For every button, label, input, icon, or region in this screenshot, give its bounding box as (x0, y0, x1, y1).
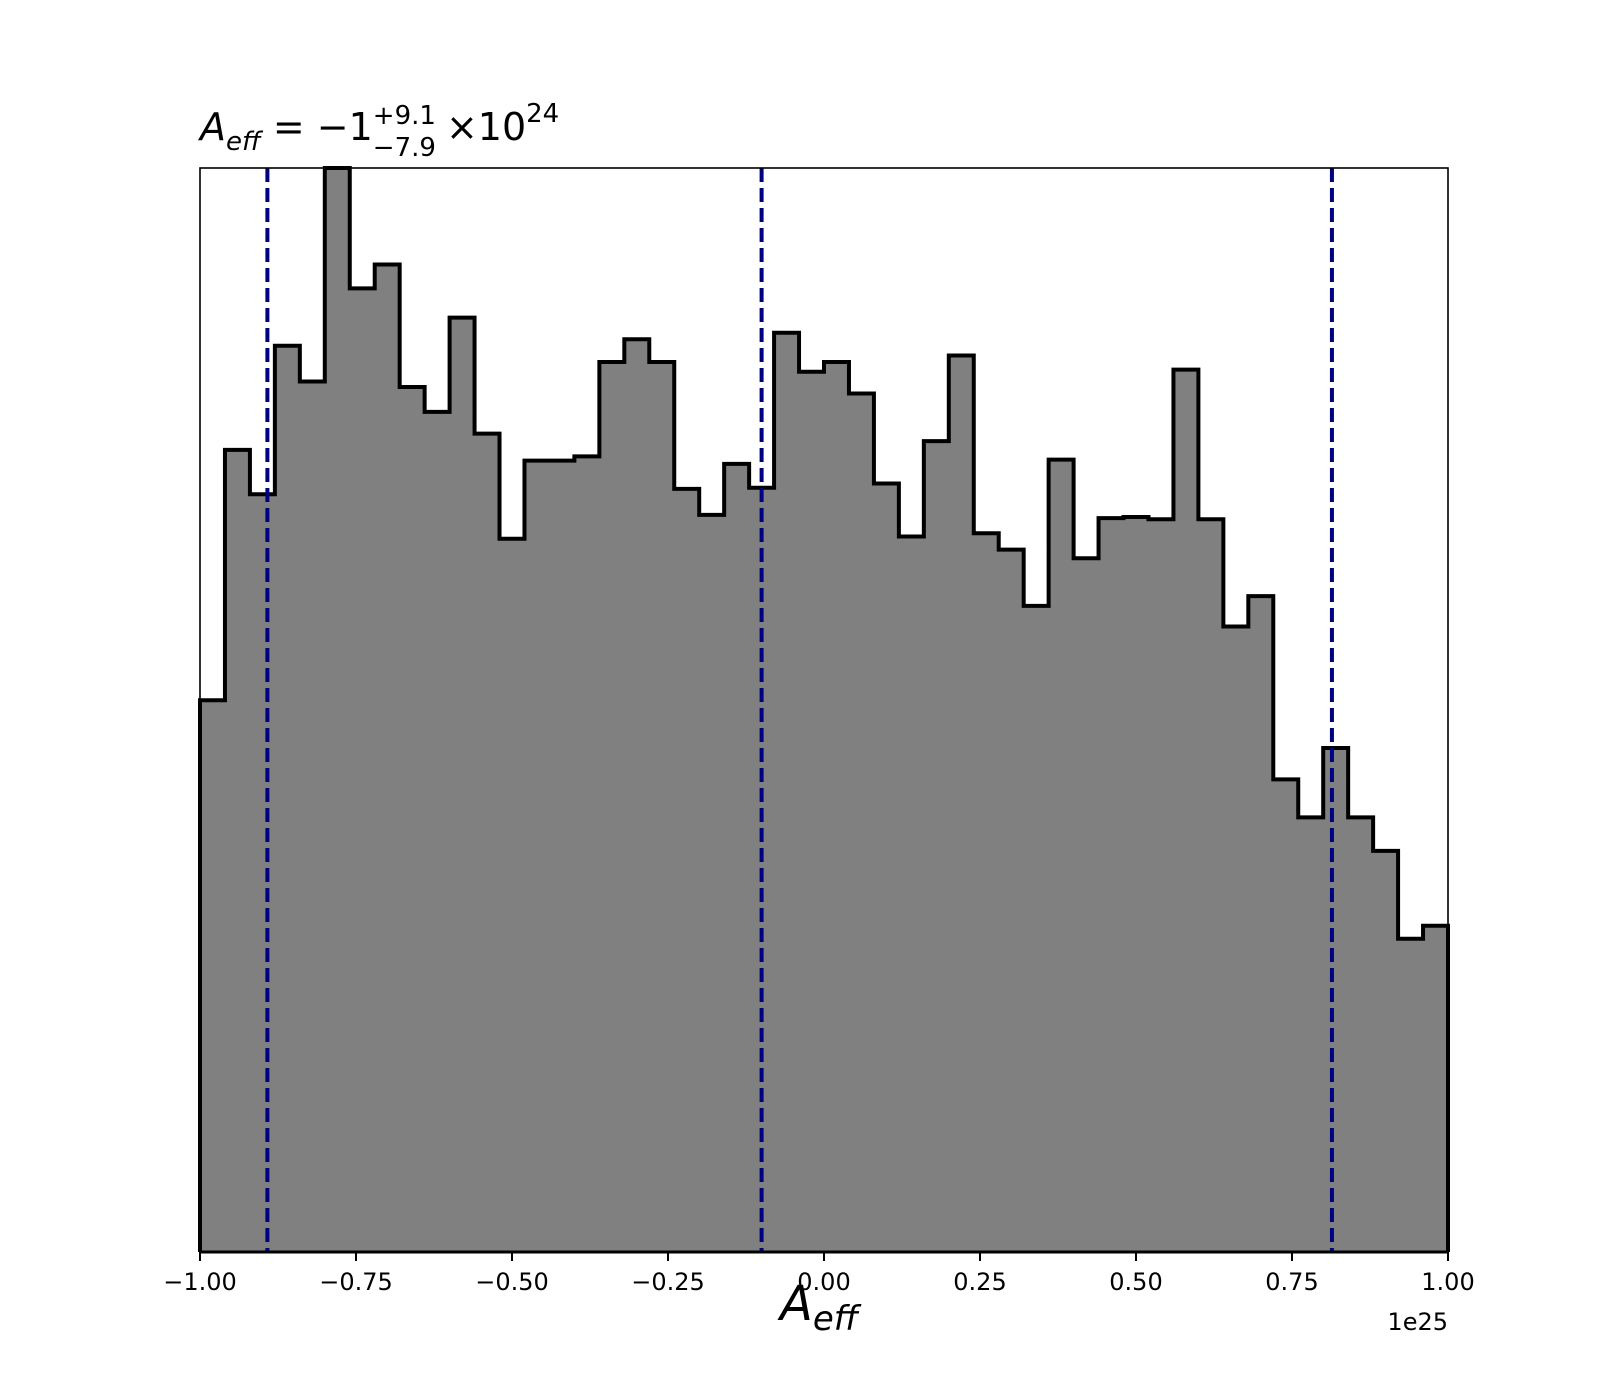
histogram-bar (324, 168, 351, 1252)
x-tick-label: 0.75 (1265, 1268, 1318, 1296)
x-tick-label: 0.50 (1109, 1268, 1162, 1296)
x-tick-label: −0.50 (475, 1268, 549, 1296)
x-tick-label: −0.25 (631, 1268, 705, 1296)
x-tick-label: −0.75 (319, 1268, 393, 1296)
histogram-bar (349, 288, 376, 1253)
chart-title: Aeff = −1+9.1 −7.9 ×1024 (197, 99, 559, 163)
histogram-bar (449, 317, 476, 1252)
histogram-bar (948, 355, 975, 1253)
histogram-bar (624, 339, 650, 1253)
histogram-bar (724, 463, 750, 1252)
x-axis-label: Aeff (777, 1276, 862, 1339)
histogram-bar (1198, 519, 1224, 1252)
histogram-bar (1073, 558, 1100, 1252)
histogram-bar (574, 456, 600, 1252)
x-tick-label: 0.25 (953, 1268, 1006, 1296)
histogram-bar (399, 386, 426, 1252)
histogram-bar (898, 536, 925, 1252)
x-tick-label: −1.00 (163, 1268, 237, 1296)
histogram-outline (198, 166, 1450, 1252)
x-tick-label: 1.00 (1421, 1268, 1474, 1296)
histogram-bar (1323, 747, 1349, 1252)
histogram-bar (1273, 779, 1299, 1252)
histogram-bar (774, 332, 800, 1252)
histogram-bar (923, 441, 950, 1253)
histogram-bar (649, 362, 675, 1252)
histogram-bar (599, 362, 625, 1252)
histogram-bar (274, 345, 301, 1252)
histogram-bar (249, 494, 276, 1252)
x-axis-offset-label: 1e25 (1387, 1308, 1448, 1336)
histogram-bar (1148, 519, 1175, 1252)
histogram-bar (674, 488, 700, 1252)
histogram-bar (299, 381, 326, 1253)
histogram-bar (973, 533, 1000, 1252)
histogram-bar (848, 393, 875, 1252)
x-axis-ticks: −1.00 −0.75 −0.50 −0.25 0.00 0.25 0.50 0.75 1.00 (163, 1252, 1475, 1296)
histogram-bar (1123, 517, 1150, 1252)
histogram-bar (1373, 850, 1399, 1252)
histogram-bar (998, 549, 1025, 1252)
histogram-bar (1298, 817, 1324, 1252)
x-tick-label: 0.00 (797, 1268, 850, 1296)
histogram-bar (499, 538, 526, 1252)
histogram-bar (799, 371, 825, 1252)
histogram-bars (200, 168, 1449, 1253)
histogram-bar (1348, 817, 1374, 1252)
histogram-bar (200, 700, 226, 1252)
histogram-bar (374, 264, 401, 1252)
histogram-bar (1398, 938, 1424, 1252)
histogram-bar (524, 460, 551, 1252)
histogram-bar (1423, 925, 1449, 1252)
histogram-bar (699, 514, 725, 1252)
histogram-bar (1248, 596, 1274, 1252)
histogram-bar (1023, 605, 1050, 1252)
histogram-bar (549, 460, 575, 1252)
quantile-lines (265, 168, 1334, 1252)
histogram-bar (824, 362, 850, 1252)
histogram-bar (474, 433, 501, 1253)
histogram-bar (1173, 369, 1199, 1252)
histogram-bar (873, 483, 900, 1253)
histogram-bar (1223, 626, 1249, 1252)
histogram-bar (1098, 518, 1125, 1252)
histogram-bar (224, 449, 251, 1253)
histogram-bar (424, 411, 451, 1252)
histogram-bar (1048, 459, 1075, 1252)
